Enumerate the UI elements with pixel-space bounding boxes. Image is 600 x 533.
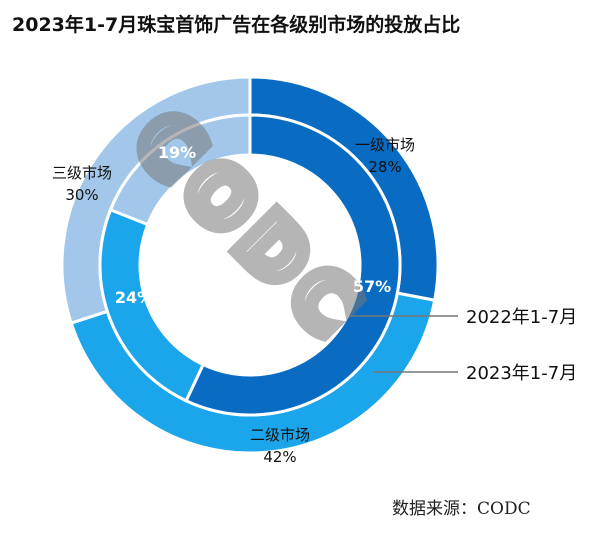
inner-value-label-1: 24%	[115, 288, 153, 307]
inner-slice-0	[184, 113, 402, 417]
chart-title: 2023年1-7月珠宝首饰广告在各级别市场的投放占比	[12, 14, 461, 36]
outer-value-label-2: 30%	[65, 186, 98, 204]
category-label-0: 一级市场	[355, 136, 415, 154]
outer-value-label-0: 28%	[368, 158, 401, 176]
category-label-1: 二级市场	[250, 426, 310, 444]
source-note: 数据来源：CODC	[392, 499, 531, 519]
inner-slice-2	[108, 113, 252, 227]
outer-value-label-1: 42%	[263, 448, 296, 466]
inner-value-label-0: 57%	[353, 277, 391, 296]
series-label-outer: 2023年1-7月	[466, 363, 577, 384]
inner-value-label-2: 19%	[158, 143, 196, 162]
series-label-inner: 2022年1-7月	[466, 307, 577, 328]
category-label-2: 三级市场	[52, 164, 112, 182]
